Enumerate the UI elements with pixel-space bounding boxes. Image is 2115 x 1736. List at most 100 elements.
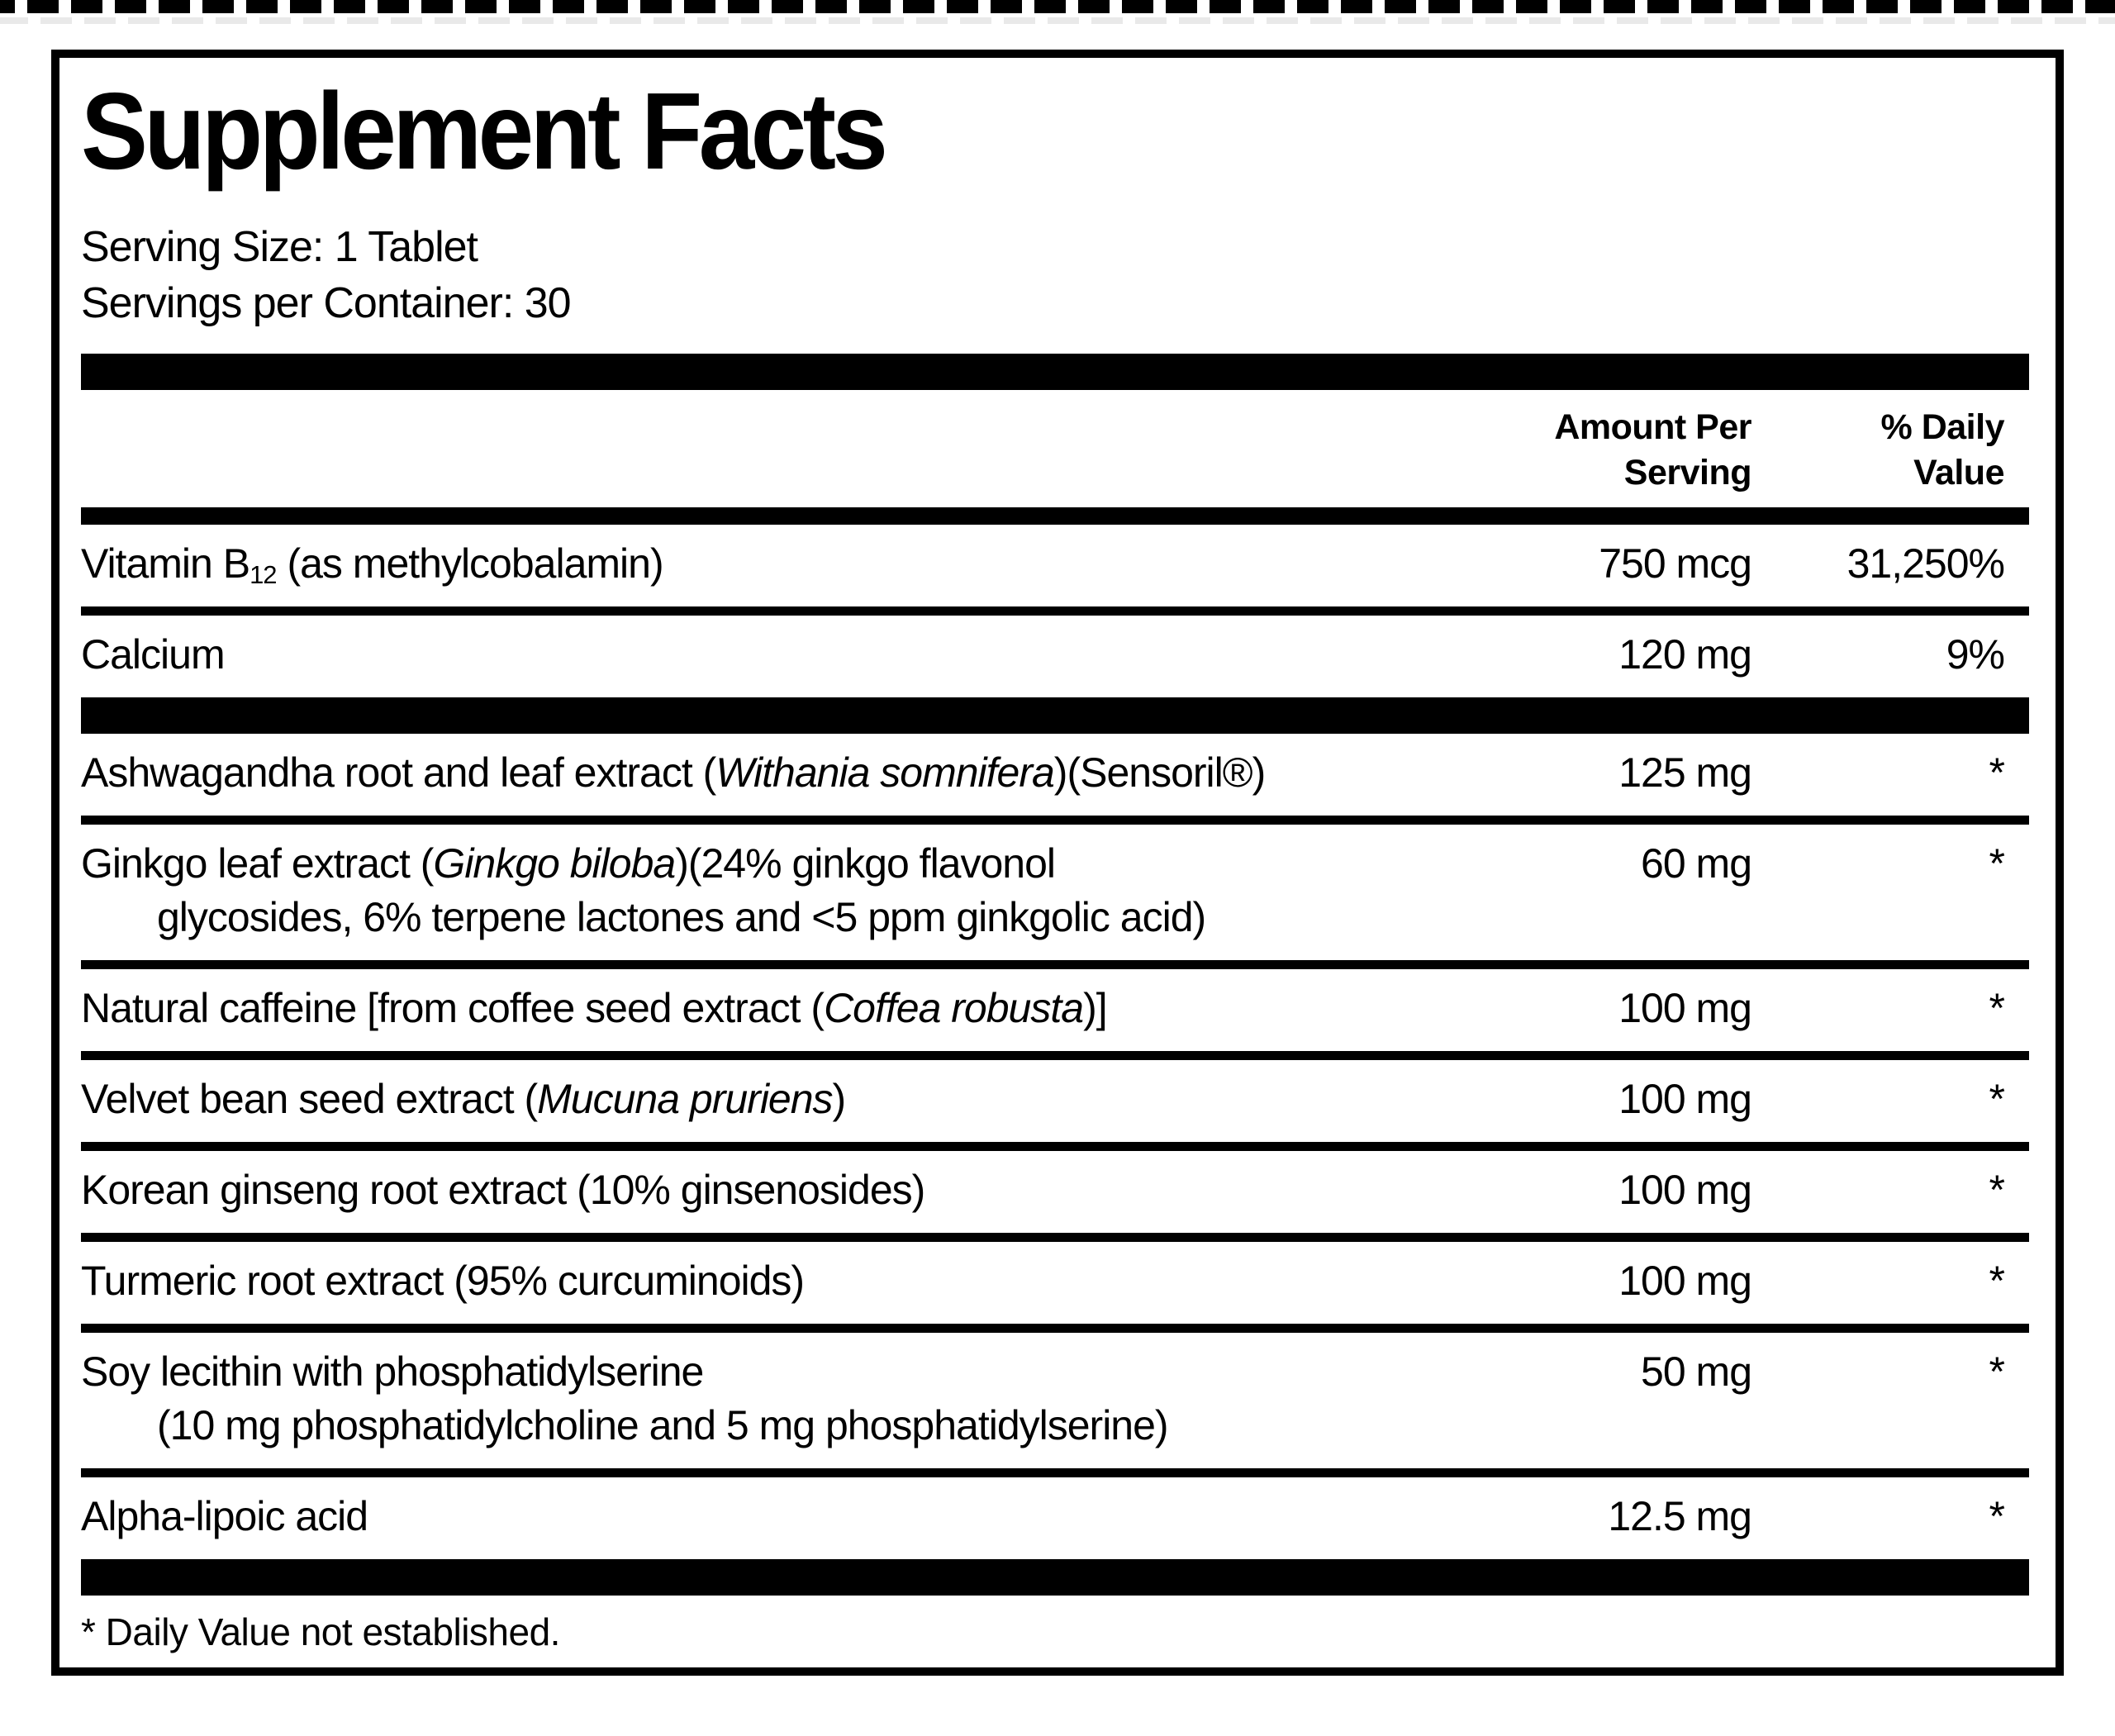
table-row: Korean ginseng root extract (10% ginseno… [81,1151,2029,1233]
text-segment: glycosides, 6% terpene lactones and <5 p… [157,893,1206,940]
daily-value-header: % Daily Value [1751,405,2029,496]
daily-value: * [1989,1348,2005,1395]
text-segment: Velvet bean seed extract ( [81,1075,538,1122]
ingredient-name: Natural caffeine [from coffee seed extra… [81,982,1471,1035]
perforation-row-light [0,17,2115,24]
divider-thin [81,815,2029,825]
botanical-name: Ginkgo biloba [433,839,676,887]
botanical-name: Coffea robusta [824,984,1084,1031]
row-main-line: Calcium 120 mg 9% [81,628,2029,682]
text-segment: )(24% ginkgo flavonol [675,839,1056,887]
ingredient-name: Ginkgo leaf extract (Ginkgo biloba)(24% … [81,837,1471,891]
table-row: Ginkgo leaf extract (Ginkgo biloba)(24% … [81,825,2029,960]
row-main-line: Ashwagandha root and leaf extract (Witha… [81,746,2029,800]
ingredient-name: Ashwagandha root and leaf extract (Witha… [81,746,1471,800]
footnote: * Daily Value not established. [81,1610,560,1653]
amount-value: 100 mg [1618,1166,1752,1213]
table-row: Vitamin B12 (as methylcobalamin) 750 mcg 3… [81,525,2029,606]
table-row: Ashwagandha root and leaf extract (Witha… [81,734,2029,816]
text-segment: Soy lecithin with phosphatidylserine [81,1348,704,1395]
column-headers: Amount Per Serving % Daily Value [81,390,2029,507]
divider-thick [81,1558,2029,1596]
perforation-row-dark [0,0,2115,13]
text-segment: Natural caffeine [from coffee seed extra… [81,984,825,1031]
daily-value: * [1989,1075,2005,1122]
ingredient-rows: Vitamin B12 (as methylcobalamin) 750 mcg 3… [81,525,2029,1596]
amount-per-serving-header: Amount Per Serving [1471,405,1751,496]
ingredient-name: Alpha-lipoic acid [81,1490,1471,1543]
table-row: Soy lecithin with phosphatidylserine 50 m… [81,1333,2029,1468]
table-row: Velvet bean seed extract (Mucuna prurien… [81,1060,2029,1142]
amount-value: 100 mg [1618,984,1752,1031]
daily-value: * [1989,1257,2005,1304]
panel-title: Supplement Facts [81,70,888,192]
supplement-facts-panel: Supplement Facts Serving Size: 1 Tablet … [51,50,2064,1676]
text-segment: Alpha-lipoic acid [81,1492,368,1539]
text-segment: Ashwagandha root and leaf extract ( [81,749,716,796]
text-segment: (as methylcobalamin) [276,540,663,587]
divider-thin [81,606,2029,616]
divider-thick [81,353,2029,390]
table-row: Calcium 120 mg 9% [81,616,2029,697]
divider-thin [81,1323,2029,1333]
text-segment: Ginkgo leaf extract ( [81,839,434,887]
row-main-line: Velvet bean seed extract (Mucuna prurien… [81,1073,2029,1126]
ingredient-name: Korean ginseng root extract (10% ginseno… [81,1163,1471,1217]
amount-value: 120 mg [1618,630,1752,678]
amount-header-line1: Amount Per [1554,407,1751,447]
divider-thin [81,959,2029,969]
row-main-line: Soy lecithin with phosphatidylserine 50 m… [81,1345,2029,1399]
daily-value: 9% [1946,630,2005,678]
row-main-line: Alpha-lipoic acid 12.5 mg * [81,1490,2029,1543]
text-segment: Vitamin B [81,540,250,587]
table-row: Alpha-lipoic acid 12.5 mg * [81,1477,2029,1559]
divider-medium [81,507,2029,525]
table-row: Turmeric root extract (95% curcuminoids)… [81,1242,2029,1324]
divider-thin [81,1141,2029,1151]
text-segment: )] [1083,984,1108,1031]
ingredient-name: Velvet bean seed extract (Mucuna prurien… [81,1073,1471,1126]
amount-value: 100 mg [1618,1257,1752,1304]
dv-header-line2: Value [1913,452,2004,492]
ingredient-name: Turmeric root extract (95% curcuminoids) [81,1254,1471,1308]
text-segment: Turmeric root extract (95% curcuminoids) [81,1257,805,1304]
divider-thin [81,1050,2029,1060]
subscript: 12 [250,559,277,589]
daily-value: * [1989,984,2005,1031]
amount-value: 12.5 mg [1608,1492,1752,1539]
daily-value: * [1989,839,2005,887]
botanical-name: Mucuna pruriens [537,1075,833,1122]
daily-value: * [1989,1166,2005,1213]
text-segment: ) [832,1075,847,1122]
serving-size-text: Serving Size: 1 Tablet [81,222,478,271]
amount-value: 50 mg [1641,1348,1752,1395]
amount-value: 100 mg [1618,1075,1752,1122]
row-main-line: Korean ginseng root extract (10% ginseno… [81,1163,2029,1217]
ingredient-name: Calcium [81,628,1471,682]
row-main-line: Natural caffeine [from coffee seed extra… [81,982,2029,1035]
amount-value: 60 mg [1641,839,1752,887]
text-segment: Calcium [81,630,226,678]
dv-header-line1: % Daily [1880,407,2005,447]
ingredient-name-continued: glycosides, 6% terpene lactones and <5 p… [81,891,2029,944]
text-segment: )(Sensoril®) [1053,749,1266,796]
row-main-line: Vitamin B12 (as methylcobalamin) 750 mcg 3… [81,537,2029,591]
botanical-name: Withania somnifera [715,749,1055,796]
perforation-strip [0,0,2115,24]
servings-per-container-text: Servings per Container: 30 [81,279,572,328]
amount-value: 750 mcg [1599,540,1752,587]
divider-thin [81,1467,2029,1477]
row-main-line: Turmeric root extract (95% curcuminoids)… [81,1254,2029,1308]
ingredient-name-continued: (10 mg phosphatidylcholine and 5 mg phos… [81,1399,2029,1453]
table-row: Natural caffeine [from coffee seed extra… [81,969,2029,1051]
divider-thin [81,1232,2029,1242]
amount-header-line2: Serving [1623,452,1752,492]
amount-value: 125 mg [1618,749,1752,796]
daily-value: * [1989,1492,2005,1539]
divider-thick [81,697,2029,734]
ingredient-name: Vitamin B12 (as methylcobalamin) [81,537,1471,591]
row-main-line: Ginkgo leaf extract (Ginkgo biloba)(24% … [81,837,2029,891]
ingredient-name: Soy lecithin with phosphatidylserine [81,1345,1471,1399]
daily-value: 31,250% [1846,540,2005,587]
daily-value: * [1989,749,2005,796]
